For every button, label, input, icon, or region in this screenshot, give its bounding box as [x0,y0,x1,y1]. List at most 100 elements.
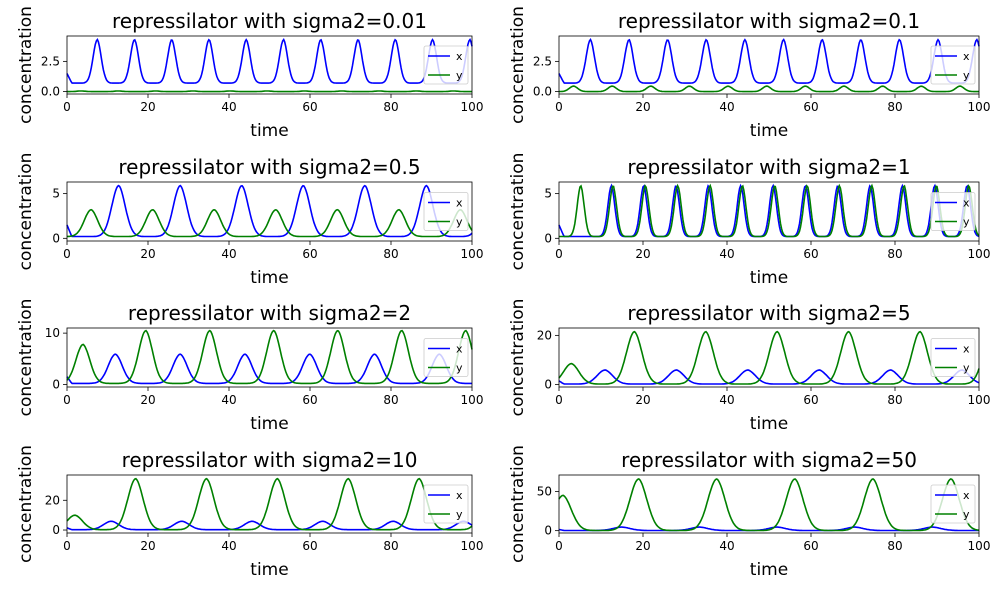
x-tick-label: 100 [461,100,484,114]
series-line-x [66,520,473,531]
x-tick-label: 80 [383,393,398,407]
y-tick-label: 20 [45,493,60,507]
x-axis-label: time [750,560,788,580]
series-line-y [558,477,980,532]
subplot-7: 0 20 40 60 80 100 0 20 repressilator with sigma2… [16,445,483,580]
x-tick-label: 40 [221,247,236,261]
x-tick-label: 60 [302,100,317,114]
legend-label-y: y [963,362,970,375]
legend-label-x: x [963,50,970,63]
x-tick-label: 0 [63,539,71,553]
x-tick-label: 100 [461,247,484,261]
legend-label-x: x [963,197,970,210]
y-axis-label: concentration [508,299,528,417]
series-line-y [66,477,473,531]
x-tick-label: 0 [63,247,71,261]
legend: xy [423,192,469,231]
axes-frame [558,35,980,95]
y-tick-label: 2.5 [533,54,552,68]
subplot-2: 0 20 40 60 80 100 0.0 2.5 repressilator with sig… [508,6,990,141]
legend-label-y: y [963,69,970,82]
x-tick-label: 40 [719,247,734,261]
x-tick-label: 0 [63,100,71,114]
x-tick-label: 0 [63,393,71,407]
y-tick-label: 50 [537,484,552,498]
x-tick-label: 20 [140,393,155,407]
x-tick-label: 80 [887,100,902,114]
axes-frame [558,474,980,534]
x-tick-label: 60 [803,393,818,407]
x-axis-label: time [250,268,288,288]
legend-label-x: x [963,489,970,502]
legend-label-x: x [456,489,463,502]
legend-label-y: y [456,508,463,521]
subplot-1: 0 20 40 60 80 100 0.0 2.5 repressilator with sig… [16,6,483,141]
series-line-y [558,330,980,385]
y-tick-label: 0 [544,524,552,538]
x-axis-label: time [750,121,788,141]
x-axis-label: time [250,414,288,434]
subplot-title: repressilator with sigma2=50 [621,448,917,472]
axes-frame [66,181,473,242]
x-tick-label: 0 [555,393,563,407]
x-tick-label: 20 [635,100,650,114]
legend-label-x: x [456,343,463,356]
y-axis-label: concentration [16,445,36,563]
x-tick-label: 100 [461,539,484,553]
subplot-title: repressilator with sigma2=0.5 [118,155,420,179]
axes-frame [66,327,473,388]
y-tick-label: 10 [45,326,60,340]
legend: xy [423,484,469,524]
x-tick-label: 20 [635,393,650,407]
series-line-x [66,353,472,385]
x-tick-label: 80 [887,539,902,553]
x-tick-label: 20 [635,247,650,261]
legend-label-y: y [456,362,463,375]
legend-label-y: y [456,69,463,82]
y-axis-label: concentration [508,445,528,563]
y-tick-label: 0 [52,377,60,391]
y-axis-label: concentration [16,299,36,417]
x-tick-label: 40 [221,100,236,114]
y-tick-label: 5 [52,187,60,201]
series-line-y [66,329,473,385]
x-tick-label: 60 [302,247,317,261]
x-tick-label: 0 [555,100,563,114]
x-tick-label: 20 [635,539,650,553]
x-tick-label: 60 [302,539,317,553]
legend: xy [930,45,976,85]
y-tick-label: 5 [544,187,552,201]
subplot-5: 0 20 40 60 80 100 0 10 repressilator with sigma2… [16,299,483,434]
subplot-title: repressilator with sigma2=10 [122,448,418,472]
x-tick-label: 20 [140,100,155,114]
y-tick-label: 0 [52,523,60,537]
x-axis-label: time [750,268,788,288]
y-tick-label: 0 [544,378,552,392]
subplot-title: repressilator with sigma2=0.01 [112,9,427,33]
x-tick-label: 40 [221,393,236,407]
series-line-y [558,85,979,93]
subplot-title: repressilator with sigma2=1 [627,155,910,179]
x-tick-label: 40 [221,539,236,553]
x-tick-label: 60 [302,393,317,407]
subplot-title: repressilator with sigma2=0.1 [618,9,920,33]
legend-label-x: x [456,50,463,63]
subplot-title: repressilator with sigma2=5 [627,301,910,325]
legend: xy [930,192,976,231]
subplot-8: 0 20 40 60 80 100 0 50 repressilator with sigma2… [508,445,990,580]
y-tick-label: 0 [52,231,60,245]
series-line-y [559,183,980,238]
axes-frame [66,35,473,95]
y-axis-label: concentration [16,6,36,124]
x-tick-label: 40 [719,393,734,407]
subplot-title: repressilator with sigma2=2 [128,301,411,325]
axes-frame [66,474,473,534]
legend: xy [423,45,469,85]
x-tick-label: 80 [383,539,398,553]
series-line-x [66,38,473,84]
series-line-x [558,369,980,385]
legend: xy [930,484,976,524]
y-axis-label: concentration [508,153,528,271]
series-line-y [67,90,472,93]
legend-label-y: y [963,508,970,521]
